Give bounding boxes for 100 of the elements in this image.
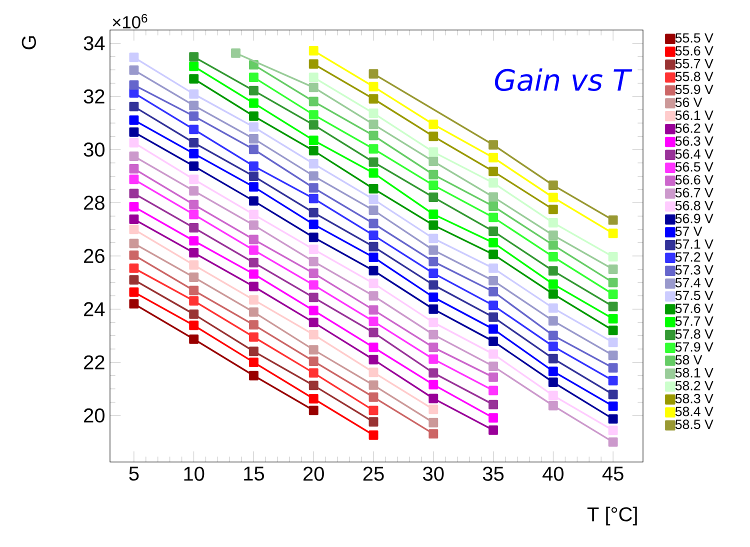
point	[368, 392, 378, 402]
x-tick-label: 15	[244, 466, 264, 481]
point	[608, 426, 618, 436]
point	[248, 161, 258, 171]
text: ×10$^{6}$	[112, 14, 148, 28]
legend-label: 57.3 V	[675, 265, 714, 275]
legend-label: 55.6 V	[675, 46, 714, 56]
point	[248, 196, 258, 206]
point	[488, 324, 498, 334]
point	[189, 52, 199, 62]
point	[368, 130, 378, 140]
point	[189, 124, 199, 134]
point	[488, 400, 498, 410]
point	[548, 303, 558, 313]
y-tick-label: 28	[84, 196, 104, 210]
legend-label: 56.9 V	[675, 214, 714, 224]
point	[248, 295, 258, 305]
point	[368, 278, 378, 288]
y-tick-label: 26	[84, 248, 104, 264]
point	[248, 234, 258, 244]
point	[488, 250, 498, 260]
y-tick-label: 24	[84, 302, 105, 316]
point	[368, 406, 378, 416]
legend-label: 56.1 V	[675, 110, 714, 120]
legend-label: 56.4 V	[675, 149, 714, 159]
point	[308, 136, 318, 146]
point	[308, 380, 318, 390]
point	[428, 330, 438, 340]
point	[308, 256, 318, 266]
point	[368, 354, 378, 364]
point	[308, 292, 318, 302]
point	[608, 350, 618, 360]
point	[308, 171, 318, 181]
point	[308, 268, 318, 278]
point	[308, 208, 318, 218]
point	[488, 372, 498, 382]
point	[231, 48, 241, 58]
point	[428, 256, 438, 266]
point	[129, 250, 139, 260]
point	[548, 266, 558, 276]
text: Gain vs T	[494, 68, 632, 92]
point	[129, 214, 139, 224]
point	[608, 376, 618, 386]
point	[189, 320, 199, 330]
point	[308, 72, 318, 82]
point	[428, 342, 438, 352]
point	[308, 59, 318, 69]
point	[248, 282, 258, 292]
point	[189, 161, 199, 171]
point	[608, 302, 618, 312]
point	[189, 138, 199, 148]
point	[428, 394, 438, 404]
legend-label: 57 V	[675, 226, 702, 236]
point	[488, 238, 498, 248]
point	[248, 210, 258, 220]
legend-label: 56.6 V	[675, 175, 714, 185]
legend-label: 56.8 V	[675, 200, 714, 210]
point	[368, 328, 378, 338]
point	[129, 127, 139, 137]
point	[548, 218, 558, 228]
point	[428, 268, 438, 278]
x-tick-label: 20	[304, 466, 324, 481]
point	[129, 287, 139, 297]
point	[308, 183, 318, 193]
point	[189, 296, 199, 306]
legend-label: 58.4 V	[675, 406, 714, 416]
legend-label: 57.7 V	[675, 316, 714, 326]
point	[248, 320, 258, 330]
point	[129, 102, 139, 112]
point	[428, 292, 438, 302]
point	[129, 188, 139, 198]
x-tick-label: 30	[423, 466, 444, 481]
point	[608, 228, 618, 238]
point	[189, 260, 199, 270]
point	[248, 122, 258, 132]
point	[308, 345, 318, 355]
point	[248, 171, 258, 181]
point	[608, 314, 618, 324]
point	[368, 82, 378, 92]
legend-label: 56.2 V	[675, 123, 714, 133]
point	[308, 220, 318, 230]
legend-label: 57.6 V	[675, 304, 714, 314]
point	[548, 354, 558, 364]
y-tick-label: 20	[84, 408, 104, 423]
point	[189, 334, 199, 344]
point	[248, 144, 258, 154]
point	[308, 96, 318, 106]
point	[428, 418, 438, 428]
point	[189, 200, 199, 210]
point	[428, 156, 438, 166]
point	[308, 82, 318, 92]
point	[248, 346, 258, 356]
point	[368, 291, 378, 301]
point	[428, 180, 438, 190]
point	[129, 164, 139, 174]
legend-label: 56.3 V	[675, 136, 714, 146]
point	[308, 232, 318, 242]
point	[368, 342, 378, 352]
point	[548, 230, 558, 240]
point	[368, 230, 378, 240]
